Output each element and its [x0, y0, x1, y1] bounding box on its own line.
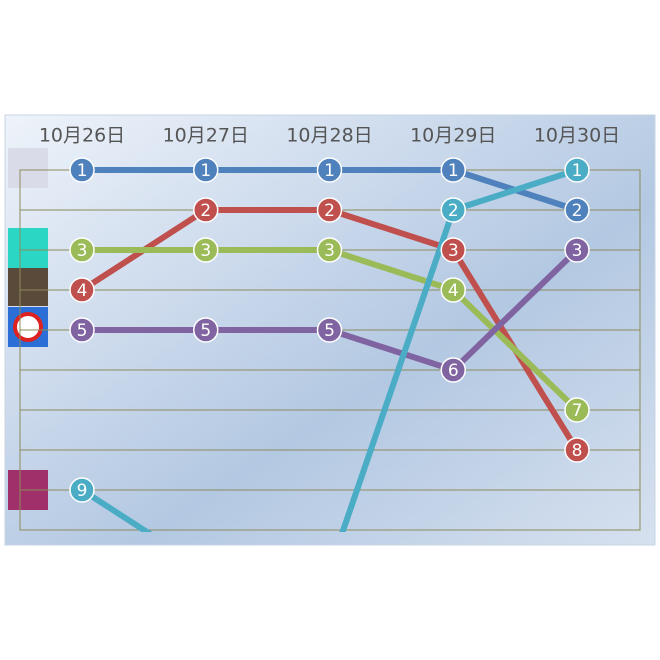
- data-label: 2: [200, 201, 211, 221]
- data-label: 4: [448, 281, 459, 301]
- data-label: 7: [572, 401, 583, 421]
- data-label: 5: [77, 321, 88, 341]
- marker: [193, 317, 219, 343]
- data-label: 1: [448, 161, 459, 181]
- icon: [13, 312, 43, 342]
- data-label: 3: [572, 241, 583, 261]
- data-label: 5: [324, 321, 335, 341]
- data-label: 4: [77, 281, 88, 301]
- marker: [69, 237, 95, 263]
- data-label: 2: [448, 201, 459, 221]
- data-label: 1: [77, 161, 88, 181]
- marker: [69, 317, 95, 343]
- marker: [316, 317, 343, 343]
- marker: [69, 157, 95, 183]
- marker: [193, 197, 219, 223]
- icon: [8, 268, 48, 306]
- x-tick-label: 10月29日: [410, 125, 496, 147]
- marker: [316, 197, 343, 223]
- marker: [193, 237, 219, 263]
- marker: [69, 277, 95, 303]
- x-tick-label: 10月30日: [534, 125, 620, 147]
- data-label: 9: [77, 481, 88, 501]
- data-label: 2: [572, 201, 583, 221]
- marker: [440, 197, 466, 223]
- data-label: 3: [77, 241, 88, 261]
- data-label: 3: [448, 241, 459, 261]
- marker: [564, 197, 590, 223]
- marker: [440, 277, 466, 303]
- icon: [8, 228, 48, 268]
- data-label: 3: [324, 241, 335, 261]
- x-tick-label: 10月28日: [286, 125, 372, 147]
- data-label: 6: [448, 361, 459, 381]
- data-label: 3: [200, 241, 211, 261]
- icon: [8, 148, 48, 188]
- marker: [316, 237, 343, 263]
- marker: [564, 397, 590, 423]
- series-line: [80, 167, 578, 532]
- data-label: 2: [324, 201, 335, 221]
- x-tick-label: 10月26日: [39, 125, 125, 147]
- marker: [564, 157, 590, 183]
- marker: [564, 237, 590, 263]
- marker: [193, 157, 219, 183]
- marker: [440, 357, 466, 383]
- data-label: 1: [324, 161, 335, 181]
- data-label: 5: [200, 321, 211, 341]
- data-label: 1: [572, 161, 583, 181]
- marker: [440, 157, 466, 183]
- data-label: 8: [572, 441, 583, 461]
- data-label: 1: [200, 161, 211, 181]
- marker: [316, 157, 343, 183]
- x-tick-label: 10月27日: [163, 125, 249, 147]
- marker: [440, 237, 466, 263]
- marker: [564, 437, 590, 463]
- marker: [69, 477, 95, 503]
